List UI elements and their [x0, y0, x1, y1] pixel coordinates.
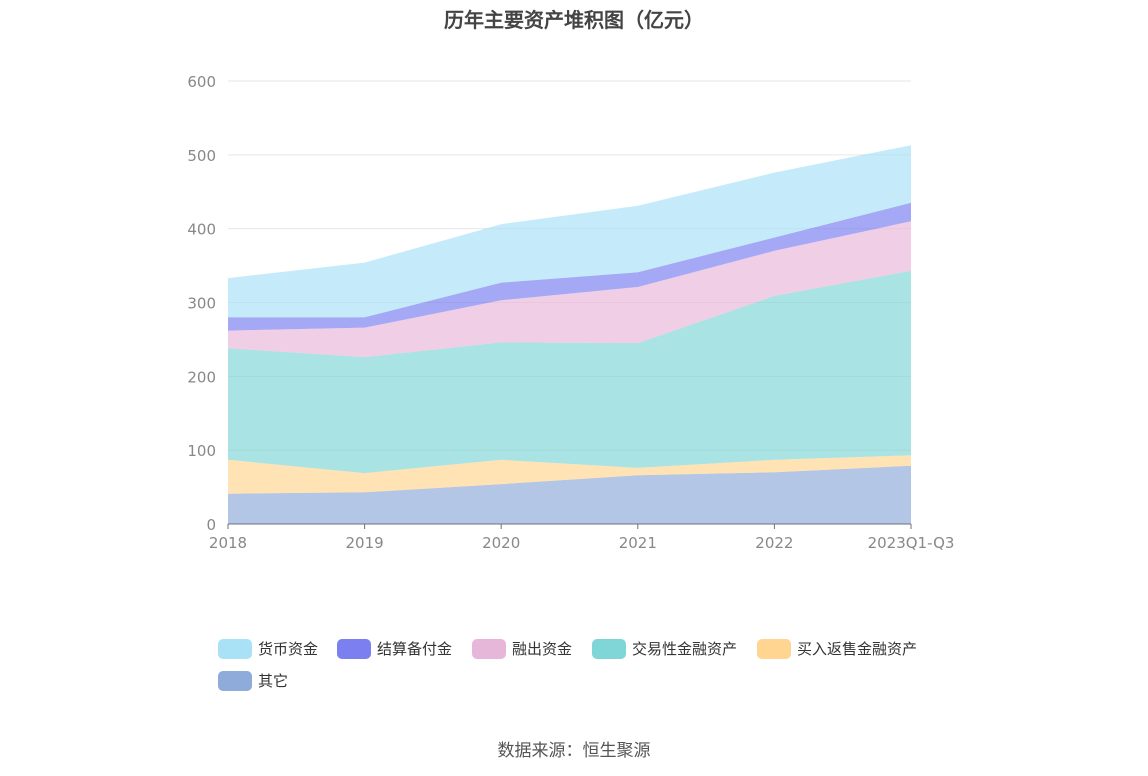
y-tick-labels: 0 100 200 300 400 500 600 — [187, 73, 216, 534]
legend-swatch — [337, 638, 371, 659]
chart-title: 历年主要资产堆积图（亿元） — [444, 8, 704, 32]
x-tick-labels: 2018 2019 2020 2021 2022 2023Q1-Q3 — [209, 534, 955, 552]
y-tick-label: 200 — [187, 368, 216, 386]
legend-label: 其它 — [258, 672, 289, 690]
x-tick-label: 2021 — [619, 534, 657, 552]
legend-swatch — [218, 638, 252, 659]
legend-label: 买入返售金融资产 — [797, 640, 918, 658]
y-tick-label: 600 — [187, 73, 216, 91]
legend-label: 结算备付金 — [377, 640, 453, 658]
stacked-area-chart: 0 100 200 300 400 500 600 2018 2019 2020 2021 2022… — [187, 73, 955, 552]
legend-item[interactable]: 其它 — [218, 670, 288, 691]
area-series-0 — [228, 465, 911, 524]
legend-swatch — [472, 638, 506, 659]
area-series-3 — [228, 221, 911, 358]
y-tick-label: 400 — [187, 221, 216, 239]
y-tick-label: 300 — [187, 295, 216, 313]
legend-item[interactable]: 结算备付金 — [337, 638, 452, 659]
area-series-2 — [228, 270, 911, 474]
axes — [227, 523, 912, 529]
legend-label: 货币资金 — [258, 640, 319, 658]
y-tick-label: 0 — [206, 516, 216, 534]
legend-item[interactable]: 交易性金融资产 — [592, 638, 737, 659]
x-tick-label: 2023Q1-Q3 — [868, 534, 955, 552]
legend-item[interactable]: 买入返售金融资产 — [757, 638, 917, 659]
x-tick-label: 2018 — [209, 534, 247, 552]
legend-item[interactable]: 货币资金 — [218, 638, 318, 659]
area-layers — [228, 145, 911, 524]
legend-swatch — [592, 638, 626, 659]
data-source: 数据来源：恒生聚源 — [497, 741, 651, 761]
area-series-5 — [228, 145, 911, 318]
legend-swatch — [757, 638, 791, 659]
x-tick-label: 2020 — [482, 534, 520, 552]
y-tick-label: 100 — [187, 442, 216, 460]
area-series-4 — [228, 202, 911, 331]
x-tick-label: 2019 — [346, 534, 384, 552]
legend-label: 交易性金融资产 — [632, 640, 738, 658]
legend-swatch — [218, 670, 252, 691]
x-tick-label: 2022 — [755, 534, 793, 552]
legend-label: 融出资金 — [512, 640, 573, 658]
y-tick-label: 500 — [187, 147, 216, 165]
legend-item[interactable]: 融出资金 — [472, 638, 572, 659]
area-series-1 — [228, 455, 911, 494]
